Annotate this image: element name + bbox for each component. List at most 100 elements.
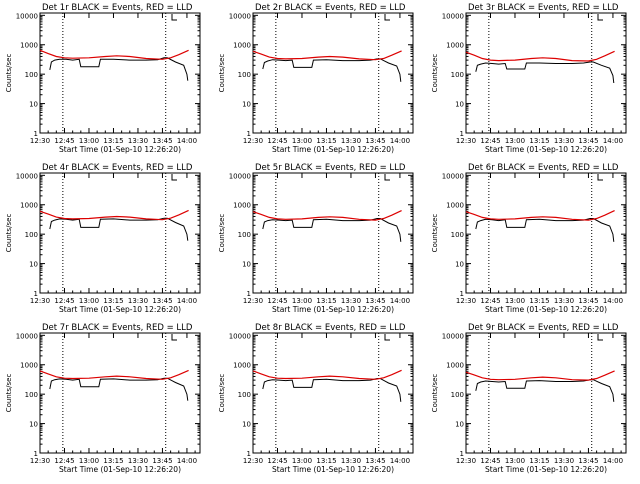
panel-title: Det 1r BLACK = Events, RED = LLD [42,3,193,13]
events-series-line [475,379,615,402]
plot-frame [39,12,201,134]
y-tick-label: 100 [25,71,38,79]
x-tick-label: 14:00 [390,137,410,145]
panel-title: Det 2r BLACK = Events, RED = LLD [255,3,406,13]
x-tick-label: 13:00 [79,137,99,145]
lld-series-line [252,210,402,221]
events-series-line [49,377,189,401]
x-tick-label: 13:00 [505,137,525,145]
x-tick-label: 13:30 [128,297,148,305]
plot-frame [252,12,414,134]
y-tick-label: 10 [242,421,251,429]
x-tick-label: 12:45 [480,297,500,305]
panel-title: Det 4r BLACK = Events, RED = LLD [42,163,193,173]
marker-notch [597,14,603,21]
x-tick-label: 14:00 [177,137,197,145]
x-tick-label: 13:15 [316,297,336,305]
x-tick-label: 13:15 [529,297,549,305]
x-tick-label: 13:15 [103,297,123,305]
x-tick-label: 13:00 [79,457,99,465]
events-series-line [262,378,402,402]
x-axis-title: Start Time (01-Sep-10 12:26:20) [485,305,607,314]
lld-series-line [252,50,402,61]
y-tick-label: 10000 [229,172,251,180]
panel-title: Det 8r BLACK = Events, RED = LLD [255,323,406,333]
panel-title: Det 6r BLACK = Events, RED = LLD [468,163,619,173]
y-tick-label: 1000 [233,362,251,370]
panel-title: Det 3r BLACK = Events, RED = LLD [468,3,619,13]
x-axis-title: Start Time (01-Sep-10 12:26:20) [272,145,394,154]
events-series-line [262,58,402,82]
x-tick-label: 13:30 [554,457,574,465]
y-axis-title: Counts/sec [218,214,226,253]
x-tick-label: 12:30 [456,457,476,465]
panel-1: Det 1r BLACK = Events, RED = LLD 1 10 100 10… [5,3,201,154]
x-tick-label: 12:30 [30,137,50,145]
y-tick-label: 10 [242,101,251,109]
x-tick-label: 14:00 [390,297,410,305]
y-tick-label: 10000 [16,332,38,340]
y-tick-label: 1000 [446,362,464,370]
events-series-line [49,217,189,241]
x-tick-label: 12:45 [267,457,287,465]
lld-series-line [39,209,189,221]
events-series-line [475,218,615,242]
y-axis-title: Counts/sec [431,374,439,413]
x-tick-label: 13:30 [341,297,361,305]
panel-8: Det 8r BLACK = Events, RED = LLD 1 10 100 10… [218,323,414,474]
x-tick-label: 13:30 [554,137,574,145]
y-tick-label: 10000 [16,12,38,20]
x-tick-label: 13:45 [578,297,598,305]
x-tick-label: 13:45 [152,137,172,145]
y-tick-label: 10000 [229,12,251,20]
x-tick-label: 14:00 [177,297,197,305]
y-tick-label: 100 [238,231,251,239]
plot-frame [39,332,201,454]
x-axis-title: Start Time (01-Sep-10 12:26:20) [272,465,394,474]
y-tick-label: 1 [247,130,251,138]
panel-3: Det 3r BLACK = Events, RED = LLD 1 10 100 10… [431,3,627,154]
x-tick-label: 13:30 [128,457,148,465]
x-axis-title: Start Time (01-Sep-10 12:26:20) [59,145,181,154]
panel-6: Det 6r BLACK = Events, RED = LLD 1 10 100 10… [431,163,627,314]
y-tick-label: 100 [451,71,464,79]
y-tick-label: 10 [29,261,38,269]
x-tick-label: 14:00 [603,297,623,305]
x-tick-label: 13:30 [554,297,574,305]
events-series-line [475,61,615,84]
x-tick-label: 12:45 [54,297,74,305]
y-tick-label: 100 [451,231,464,239]
y-tick-label: 1 [34,290,38,298]
y-tick-label: 1000 [233,202,251,210]
x-tick-label: 14:00 [390,457,410,465]
lld-series-line [465,210,615,221]
y-tick-label: 1 [247,290,251,298]
panel-5: Det 5r BLACK = Events, RED = LLD 1 10 100 10… [218,163,414,314]
y-tick-label: 1 [460,450,464,458]
x-tick-label: 13:15 [316,457,336,465]
y-tick-label: 1000 [20,42,38,50]
panel-4: Det 4r BLACK = Events, RED = LLD 1 10 100 10… [5,163,201,314]
y-tick-label: 10 [455,261,464,269]
y-tick-label: 1 [34,130,38,138]
events-series-line [49,57,189,81]
panel-7: Det 7r BLACK = Events, RED = LLD 1 10 100 10… [5,323,201,474]
x-tick-label: 12:30 [30,457,50,465]
y-tick-label: 1000 [446,202,464,210]
y-tick-label: 1000 [446,42,464,50]
y-tick-label: 1 [460,130,464,138]
y-tick-label: 100 [25,391,38,399]
panel-title: Det 5r BLACK = Events, RED = LLD [255,163,406,173]
x-tick-label: 13:00 [292,137,312,145]
y-tick-label: 10 [29,421,38,429]
lld-series-line [39,369,189,380]
x-tick-label: 13:00 [292,457,312,465]
x-tick-label: 14:00 [603,457,623,465]
y-tick-label: 10 [29,101,38,109]
lld-series-line [465,50,615,62]
marker-notch [171,174,177,181]
x-tick-label: 13:15 [529,457,549,465]
y-axis-title: Counts/sec [431,214,439,253]
